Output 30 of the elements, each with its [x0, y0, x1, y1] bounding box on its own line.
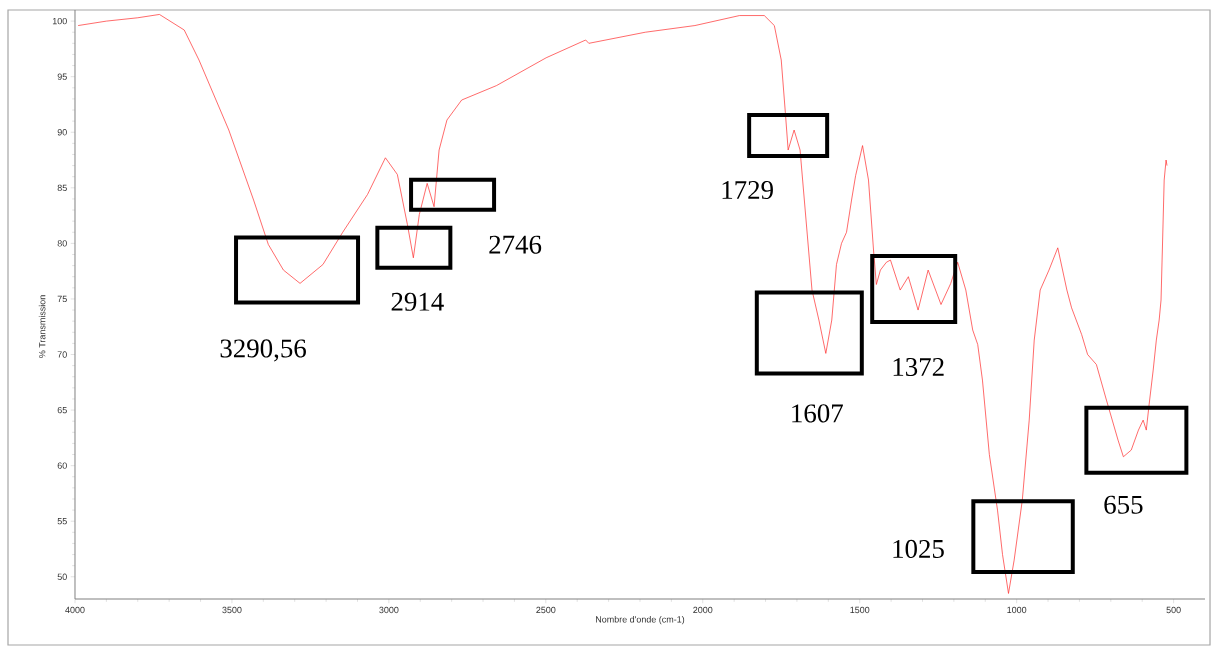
y-tick-label: 100 — [52, 17, 67, 25]
annotation: 1025 — [893, 539, 944, 559]
annotation: 2746 — [489, 235, 542, 254]
line-series — [77, 14, 1168, 594]
x-tick-label: 1000 — [1007, 606, 1027, 614]
y-tick-label: 75 — [57, 295, 67, 303]
annotation: 1729 — [722, 180, 773, 200]
x-tick-label: 3000 — [379, 606, 399, 614]
y-tick-label: 90 — [57, 129, 67, 136]
x-tick-label: 500 — [1166, 606, 1181, 614]
y-tick-label: 60 — [57, 462, 67, 469]
annotation: 655 — [1104, 495, 1143, 514]
x-tick-label: 3500 — [222, 606, 242, 614]
x-tick-label: 4000 — [65, 606, 85, 614]
annotation: 3290,56 — [220, 339, 306, 362]
x-tick-label: 2000 — [693, 606, 713, 614]
y-axis-title: % Transmission — [38, 295, 46, 358]
y-tick-label: 65 — [57, 406, 67, 414]
y-tick-label: 95 — [57, 73, 67, 80]
y-tick-label: 70 — [57, 351, 67, 358]
y-tick-label: 85 — [57, 184, 67, 191]
annotation: 1607 — [792, 404, 843, 423]
annotation: 2914 — [391, 292, 444, 311]
x-axis-title: Nombre d'onde (cm-1) — [596, 615, 685, 625]
y-tick-label: 55 — [57, 518, 67, 525]
x-tick-label: 2500 — [536, 606, 556, 614]
y-tick-label: 50 — [57, 573, 67, 580]
annotation: 1372 — [893, 358, 944, 377]
y-tick-label: 80 — [57, 240, 67, 247]
x-tick-label: 1500 — [850, 606, 870, 614]
